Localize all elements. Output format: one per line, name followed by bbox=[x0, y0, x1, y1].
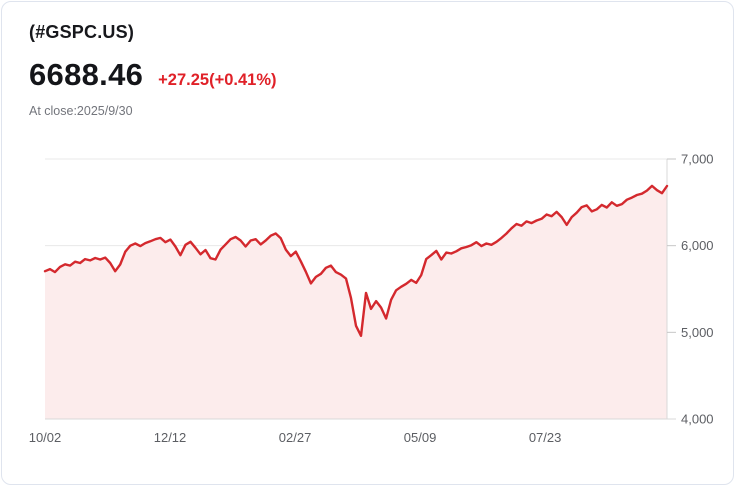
as-of-label: At close:2025/9/30 bbox=[29, 104, 133, 118]
y-axis-label: 4,000 bbox=[681, 412, 714, 427]
symbol-title: (#GSPC.US) bbox=[29, 22, 135, 42]
price-change: +27.25(+0.41%) bbox=[158, 71, 277, 89]
chart-plot-area[interactable] bbox=[45, 142, 667, 419]
price-area-fill bbox=[45, 185, 667, 419]
price-value: 6688.46 bbox=[29, 57, 144, 92]
x-axis-label: 02/27 bbox=[279, 430, 312, 445]
quote-header: (#GSPC.US) 6688.46 +27.25(+0.41%) At clo… bbox=[29, 22, 706, 118]
price-line bbox=[43, 184, 669, 337]
y-axis-label: 5,000 bbox=[681, 325, 714, 340]
y-axis-label: 6,000 bbox=[681, 238, 714, 253]
x-axis-label: 10/02 bbox=[29, 430, 62, 445]
x-axis-label: 12/12 bbox=[154, 430, 187, 445]
x-axis-label: 05/09 bbox=[404, 430, 437, 445]
y-axis-label: 7,000 bbox=[681, 152, 714, 167]
x-axis-label: 07/23 bbox=[529, 430, 562, 445]
price-row: 6688.46 +27.25(+0.41%) bbox=[29, 57, 706, 93]
